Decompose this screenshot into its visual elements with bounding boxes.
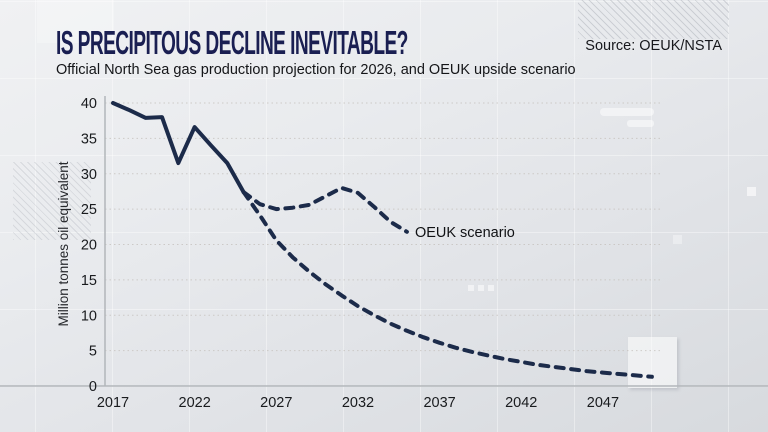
series-dashed-2	[241, 185, 409, 234]
series-dashed-1	[241, 190, 654, 379]
y-tick-label: 5	[89, 344, 97, 360]
hatch-decor-top-right	[578, 0, 729, 39]
x-tick-label: 2032	[342, 395, 374, 411]
y-tick-label: 20	[81, 238, 97, 254]
y-tick-label: 35	[81, 131, 97, 147]
y-tick-label: 10	[81, 308, 97, 324]
y-axis-title: Million tonnes oil equivalent	[56, 161, 71, 326]
x-tick-label: 2017	[97, 395, 129, 411]
x-tick-label: 2037	[423, 395, 455, 411]
x-tick-label: 2027	[260, 395, 292, 411]
x-tick-label: 2047	[587, 395, 619, 411]
y-tick-label: 15	[81, 273, 97, 289]
y-tick-label: 25	[81, 202, 97, 218]
x-tick-label: 2022	[179, 395, 211, 411]
headline: IS PRECIPITOUS DECLINE INEVITABLE?	[56, 24, 408, 61]
x-tick-label: 2042	[505, 395, 537, 411]
background-square-decor	[673, 235, 682, 244]
y-tick-label: 30	[81, 167, 97, 183]
tick-labels: 0 5 10 15 20 25 30 35 40 2017 2022 2027 2032 2037 2042…	[81, 96, 619, 411]
hatch-decor-left	[13, 162, 91, 240]
y-tick-label: 40	[81, 96, 97, 112]
y-tick-label: 0	[89, 379, 97, 395]
chart-subtitle: Official North Sea gas production projec…	[56, 62, 576, 78]
source-attribution: Source: OEUK/NSTA	[585, 38, 722, 54]
background-bar-decor	[600, 108, 654, 116]
axes	[0, 96, 768, 387]
background-bar-decor	[627, 120, 654, 127]
background-dots-decor	[468, 285, 494, 291]
background-square-decor	[747, 187, 756, 196]
background-tile-decor	[37, 0, 114, 43]
background-tile-decor	[628, 337, 677, 388]
gridlines	[105, 102, 662, 352]
series-solid-0	[111, 101, 246, 195]
oeuk-scenario-label: OEUK scenario	[415, 225, 515, 241]
